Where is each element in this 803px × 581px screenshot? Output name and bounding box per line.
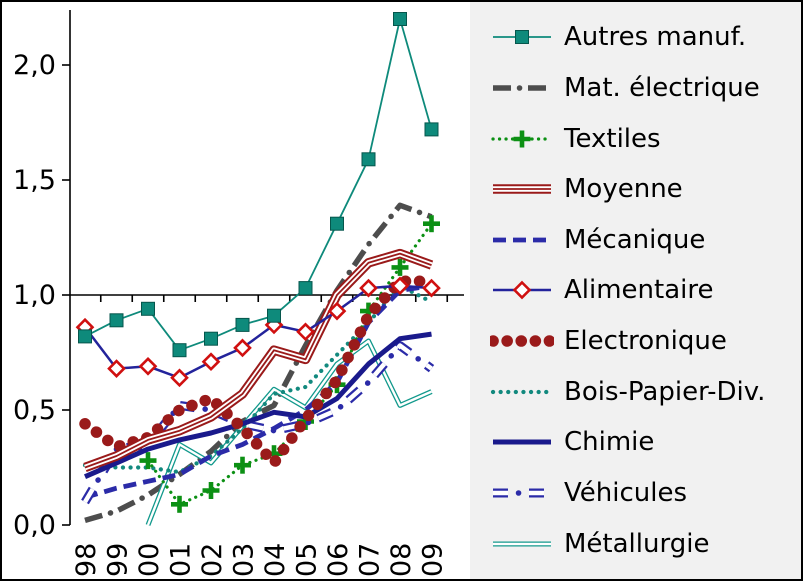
square-marker-icon [141, 301, 155, 316]
legend-tube-dashdot-swatch-icon [490, 488, 554, 498]
legend-big-dots-swatch-icon [490, 335, 554, 347]
square-marker-icon [78, 329, 92, 344]
square-marker-icon [235, 317, 250, 332]
y-tick-label: 1,5 [13, 165, 56, 196]
line-chart: 0,0 0,5 1,0 1,5 2,0 98 99 00 01 02 03 04 05 06 07 08 09 [13, 10, 464, 577]
legend-dotted-plus-swatch-icon [491, 130, 553, 148]
x-category-label: 99 [103, 543, 134, 577]
diamond-marker-icon [359, 278, 378, 298]
legend-label: Alimentaire [564, 275, 714, 306]
legend-item: Alimentaire [490, 275, 797, 305]
x-category-label: 04 [260, 543, 291, 577]
legend-item: Textiles [490, 124, 797, 154]
diamond-marker-icon [512, 281, 532, 300]
square-marker-icon [424, 122, 439, 137]
plot-area: 0,0 0,5 1,0 1,5 2,0 98 99 00 01 02 03 04 05 06 07 08 09 [2, 2, 470, 579]
square-marker-icon [361, 152, 376, 167]
y-tick-label: 0,5 [13, 395, 56, 426]
legend-label: Bois-Papier-Div. [564, 376, 766, 407]
legend: Autres manuf. Mat. électrique Textiles Moye… [470, 2, 801, 579]
legend-thick-dashdot-swatch-icon [490, 85, 554, 91]
diamond-marker-icon [327, 301, 347, 321]
x-category-label: 06 [323, 543, 354, 577]
plus-marker-icon [391, 258, 409, 276]
square-marker-icon [267, 308, 281, 323]
plus-marker-icon [171, 495, 188, 513]
legend-item: Véhicules [490, 478, 797, 508]
diamond-marker-icon [138, 356, 158, 376]
legend-tube-thin-swatch-icon [493, 541, 551, 547]
plus-marker-icon [234, 456, 251, 474]
legend-label: Mat. électrique [564, 72, 760, 103]
diamond-marker-icon [170, 368, 189, 388]
series-tube-dashdot [81, 341, 435, 505]
x-category-label: 01 [166, 543, 197, 577]
legend-solid-square-swatch-icon [493, 30, 551, 45]
square-marker-icon [204, 331, 218, 346]
series-small-dots [82, 283, 434, 475]
legend-label: Métallurgie [564, 528, 710, 559]
plus-marker-icon [513, 130, 531, 148]
legend-label: Chimie [564, 427, 655, 458]
x-category-label: 00 [134, 543, 165, 577]
x-category-label: 03 [229, 543, 260, 577]
legend-item: Bois-Papier-Div. [490, 377, 797, 407]
y-tick-label: 1,0 [13, 280, 56, 311]
legend-item: Moyenne [490, 174, 797, 204]
diamond-marker-icon [390, 276, 410, 296]
diamond-marker-icon [296, 322, 315, 342]
x-category-label: 98 [71, 543, 102, 577]
legend-small-dots-swatch-icon [490, 389, 554, 394]
legend-thin-line-swatch-icon [493, 281, 551, 300]
series-tube-thick [83, 248, 434, 472]
legend-thick-solid-swatch-icon [493, 439, 551, 445]
x-category-label: 08 [386, 543, 417, 577]
legend-label: Moyenne [564, 174, 683, 205]
legend-label: Autres manuf. [564, 22, 747, 53]
series-thick-solid [83, 331, 432, 479]
square-marker-icon [330, 216, 344, 231]
series-thin-line [75, 276, 441, 388]
legend-label: Véhicules [564, 477, 688, 508]
legend-item: Electronique [490, 326, 797, 356]
x-category-label: 05 [292, 543, 323, 577]
square-marker-icon [298, 281, 313, 296]
diamond-marker-icon [233, 338, 252, 358]
series-solid-square [78, 12, 439, 358]
legend-item: Métallurgie [490, 529, 797, 559]
series-dashed [84, 283, 432, 500]
legend-label: Textiles [564, 123, 661, 154]
square-marker-icon [109, 313, 124, 328]
square-marker-icon [172, 343, 187, 358]
plus-marker-icon [139, 452, 157, 470]
plus-marker-icon [423, 215, 440, 233]
x-category-label: 07 [355, 543, 386, 577]
legend-tube-thick-swatch-icon [493, 184, 551, 194]
legend-label: Mécanique [564, 224, 706, 255]
series-tube-thin [145, 338, 433, 526]
legend-item: Mat. électrique [490, 73, 797, 103]
legend-dashed-swatch-icon [493, 237, 551, 243]
legend-label: Electronique [564, 326, 727, 357]
legend-item: Mécanique [490, 225, 797, 255]
y-tick-label: 2,0 [13, 50, 56, 81]
legend-item: Chimie [490, 427, 797, 457]
x-category-label: 02 [197, 543, 228, 577]
plus-marker-icon [202, 482, 220, 499]
y-tick-label: 0,0 [13, 510, 56, 541]
diamond-marker-icon [201, 352, 221, 372]
x-category-label: 09 [418, 543, 449, 577]
square-marker-icon [515, 30, 529, 45]
diamond-marker-icon [107, 359, 126, 378]
legend-item: Autres manuf. [490, 22, 797, 52]
series-thick-dashdot [82, 202, 435, 524]
diamond-marker-icon [422, 278, 441, 298]
square-marker-icon [393, 12, 407, 26]
